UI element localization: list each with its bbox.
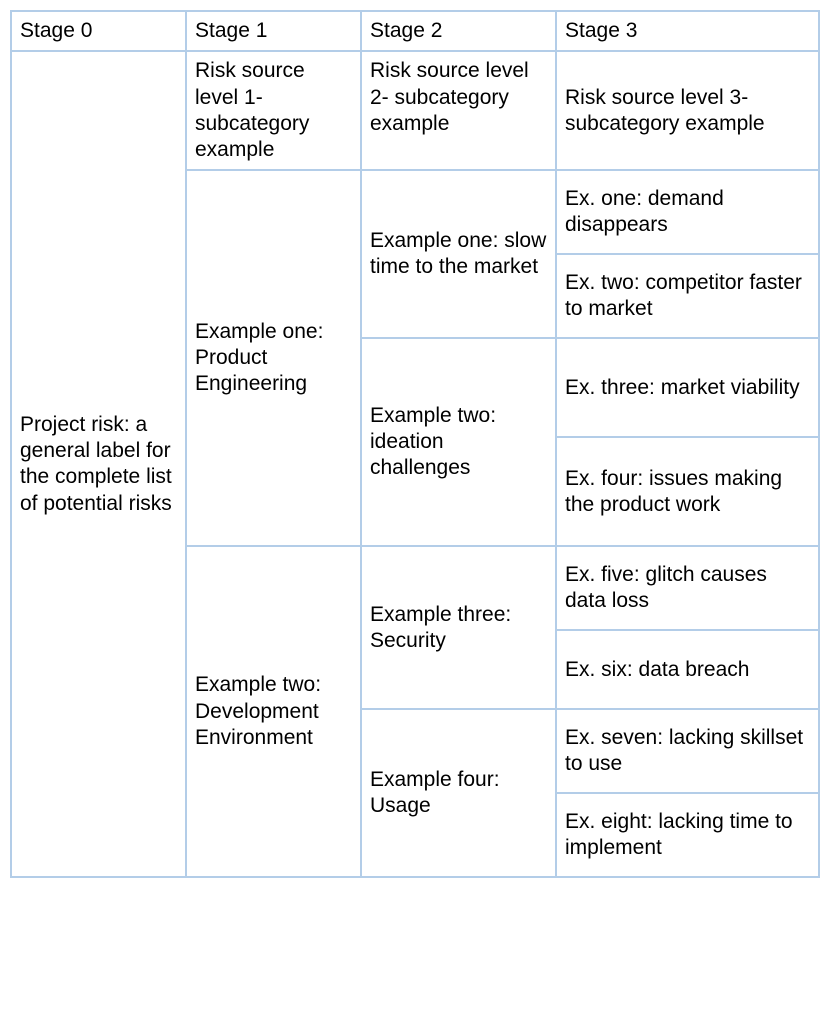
stage3-ex1: Ex. one: demand disappears bbox=[556, 170, 819, 254]
header-stage1: Stage 1 bbox=[186, 11, 361, 51]
stage1-ex2: Example two: Development Environment bbox=[186, 546, 361, 877]
table-row: Project risk: a general label for the co… bbox=[11, 51, 819, 170]
stage3-ex7: Ex. seven: lacking skillset to use bbox=[556, 709, 819, 793]
stage2-subcat-label: Risk source level 2- subcategory example bbox=[361, 51, 556, 170]
stage3-ex2: Ex. two: competitor faster to market bbox=[556, 254, 819, 338]
stage2-ex4: Example four: Usage bbox=[361, 709, 556, 877]
header-stage0: Stage 0 bbox=[11, 11, 186, 51]
stage0-cell: Project risk: a general label for the co… bbox=[11, 51, 186, 877]
stage2-ex3: Example three: Security bbox=[361, 546, 556, 709]
stage3-ex8: Ex. eight: lacking time to implement bbox=[556, 793, 819, 877]
table-header-row: Stage 0 Stage 1 Stage 2 Stage 3 bbox=[11, 11, 819, 51]
stage3-subcat-label: Risk source level 3- subcategory example bbox=[556, 51, 819, 170]
header-stage2: Stage 2 bbox=[361, 11, 556, 51]
stage1-subcat-label: Risk source level 1- subcategory example bbox=[186, 51, 361, 170]
header-stage3: Stage 3 bbox=[556, 11, 819, 51]
stage2-ex2: Example two: ideation challenges bbox=[361, 338, 556, 546]
stage2-ex1: Example one: slow time to the market bbox=[361, 170, 556, 338]
stage3-ex4: Ex. four: issues making the product work bbox=[556, 437, 819, 546]
stage3-ex5: Ex. five: glitch causes data loss bbox=[556, 546, 819, 630]
stage3-ex6: Ex. six: data breach bbox=[556, 630, 819, 709]
risk-stages-table: Stage 0 Stage 1 Stage 2 Stage 3 Project … bbox=[10, 10, 820, 878]
stage1-ex1: Example one: Product Engineering bbox=[186, 170, 361, 546]
stage3-ex3: Ex. three: market viability bbox=[556, 338, 819, 437]
